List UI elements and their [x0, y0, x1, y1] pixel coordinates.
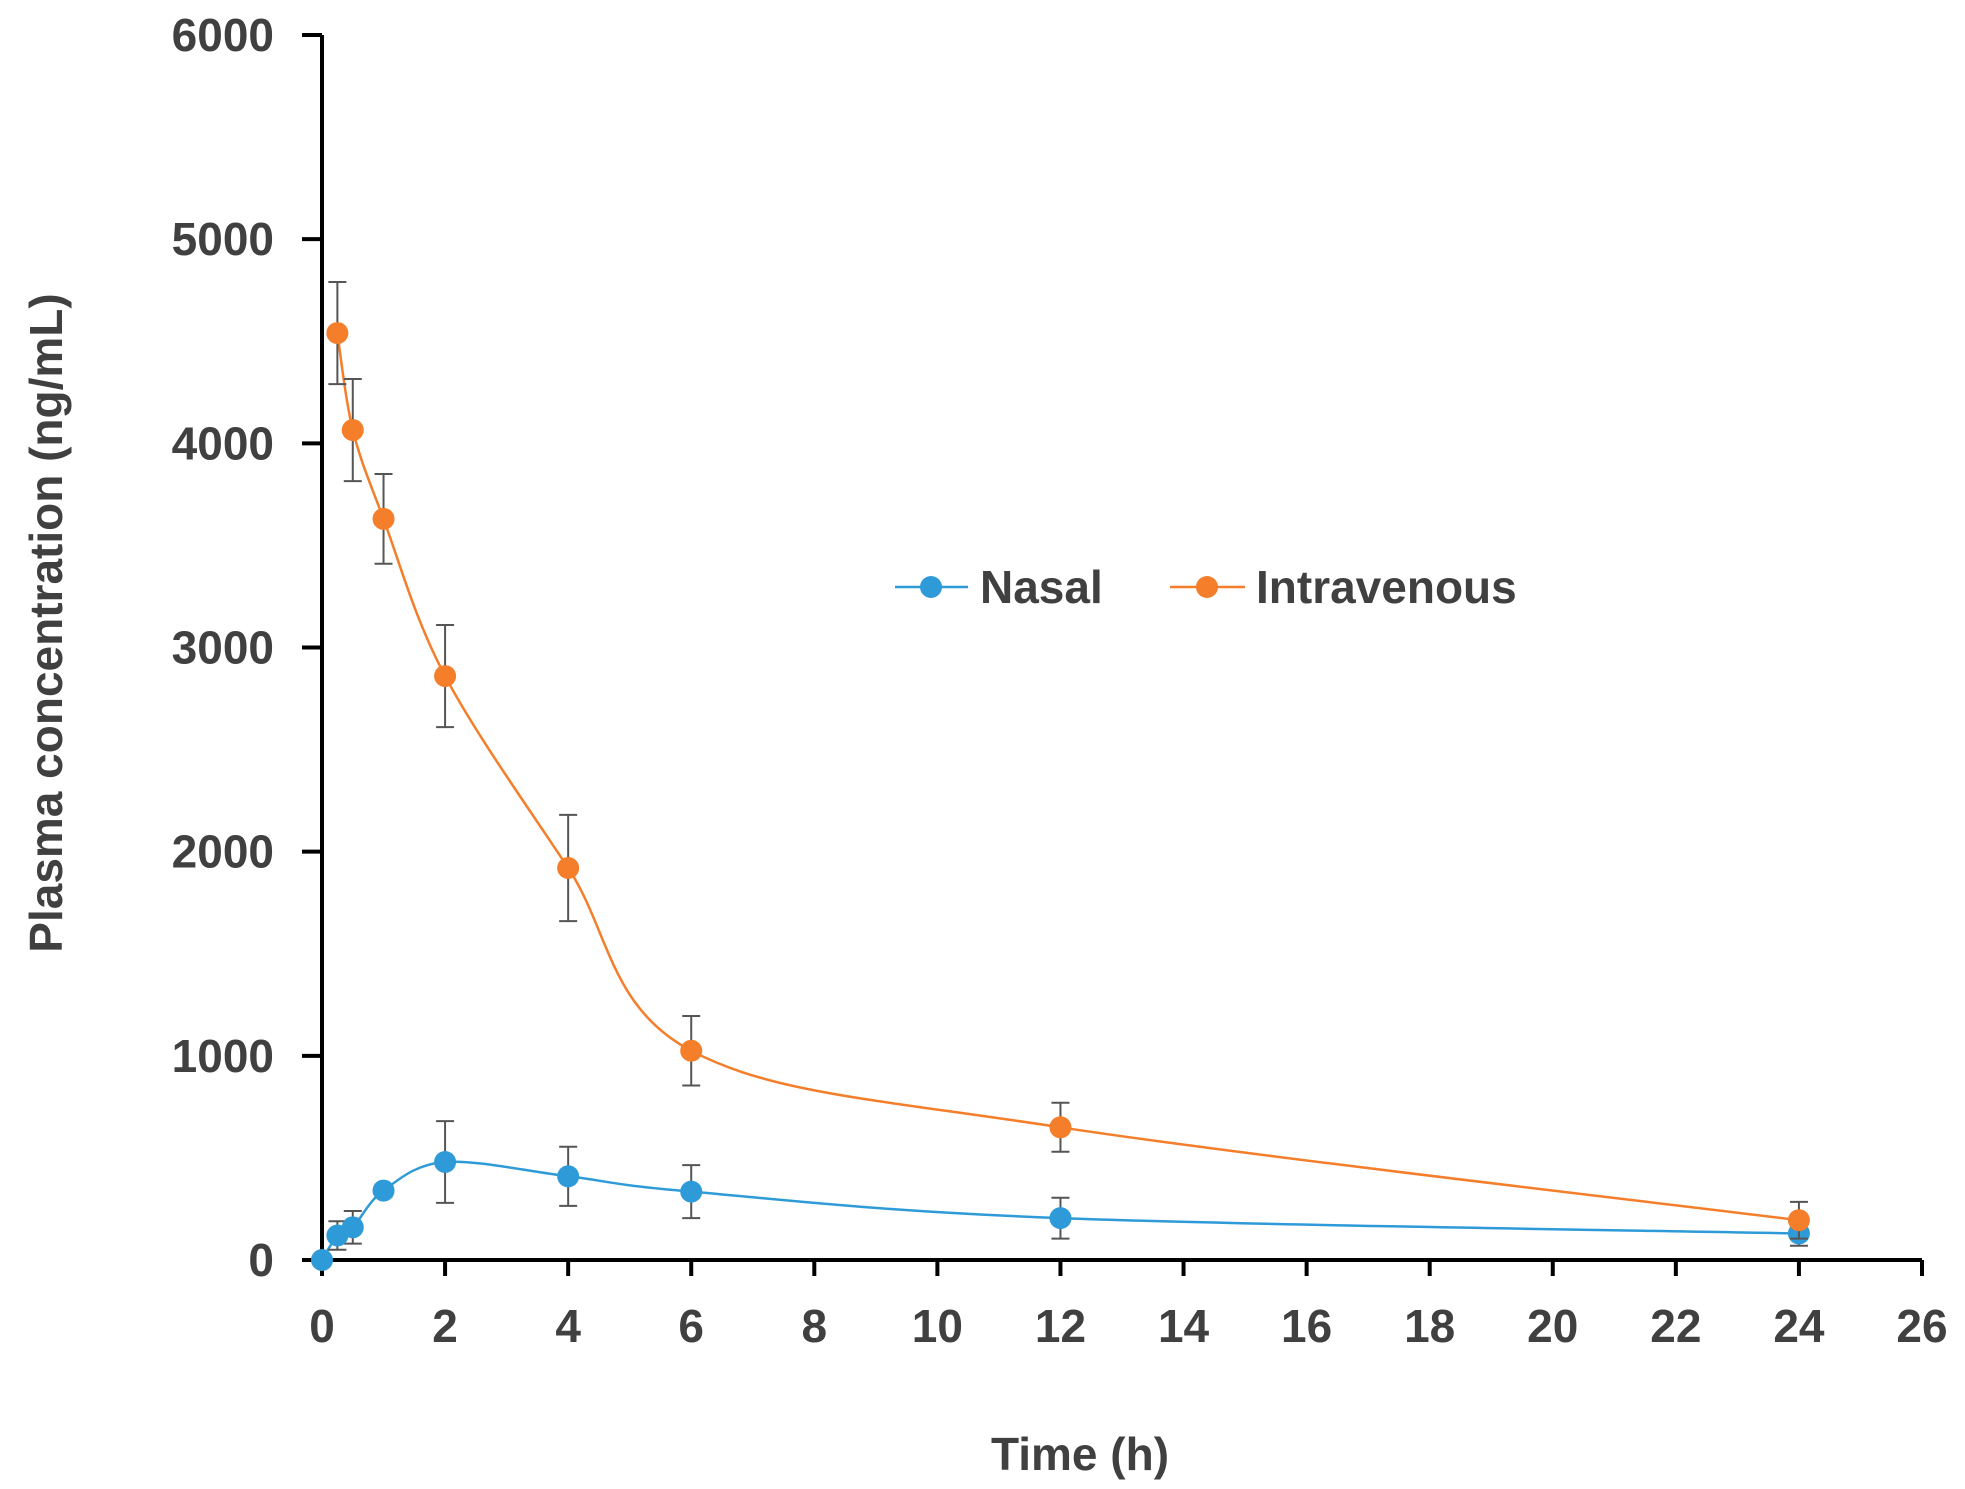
x-tick-label: 22 [1650, 1300, 1701, 1352]
intravenous-point [680, 1039, 703, 1062]
nasal-point [434, 1151, 457, 1173]
x-axis-title: Time (h) [991, 1428, 1169, 1480]
x-tick-label: 24 [1773, 1300, 1825, 1352]
y-tick-label: 0 [248, 1234, 274, 1286]
intravenous-point [1049, 1116, 1072, 1139]
y-tick-label: 3000 [172, 622, 274, 674]
nasal-point [341, 1216, 364, 1239]
nasal-point [372, 1179, 395, 1202]
nasal-point [680, 1180, 703, 1203]
x-tick-label: 6 [678, 1300, 704, 1352]
intravenous-point [434, 665, 457, 688]
legend-nasal-label: Nasal [980, 561, 1103, 613]
x-tick-label: 26 [1896, 1300, 1947, 1352]
intravenous-point [372, 507, 395, 530]
series-intravenous [326, 281, 1810, 1240]
y-axis-title: Plasma concentration (ng/mL) [20, 293, 72, 952]
x-tick-label: 4 [555, 1300, 581, 1352]
series-layer [311, 281, 1810, 1271]
nasal-point [1049, 1207, 1072, 1230]
intravenous-line [336, 332, 1800, 1222]
intravenous-point [1787, 1209, 1810, 1232]
x-tick-label: 20 [1527, 1300, 1578, 1352]
series-nasal [311, 1120, 1810, 1271]
axes: 0 2 4 6 8 10 12 14 16 18 20 22 24 2601000200030004000… [172, 9, 1948, 1352]
y-tick-label: 4000 [172, 417, 274, 469]
intravenous-point [326, 322, 349, 345]
x-tick-label: 8 [802, 1300, 828, 1352]
x-tick-label: 16 [1281, 1300, 1332, 1352]
y-tick-label: 2000 [172, 826, 274, 878]
intravenous-point [557, 857, 580, 879]
nasal-point [557, 1165, 580, 1188]
x-tick-label: 12 [1035, 1300, 1086, 1352]
legend: Nasal Intravenous [895, 561, 1517, 613]
legend-intravenous-label: Intravenous [1256, 561, 1517, 613]
y-tick-label: 6000 [172, 9, 274, 61]
nasal-point [311, 1249, 333, 1271]
x-tick-label: 18 [1404, 1300, 1455, 1352]
x-tick-label: 14 [1158, 1300, 1210, 1352]
y-tick-label: 1000 [172, 1030, 274, 1082]
x-tick-label: 2 [432, 1300, 458, 1352]
intravenous-point [341, 419, 364, 442]
y-tick-label: 5000 [172, 213, 274, 265]
legend-nasal-marker [920, 576, 942, 598]
x-tick-label: 0 [309, 1300, 335, 1352]
x-tick-label: 10 [912, 1300, 963, 1352]
legend-intravenous-marker [1196, 576, 1218, 598]
